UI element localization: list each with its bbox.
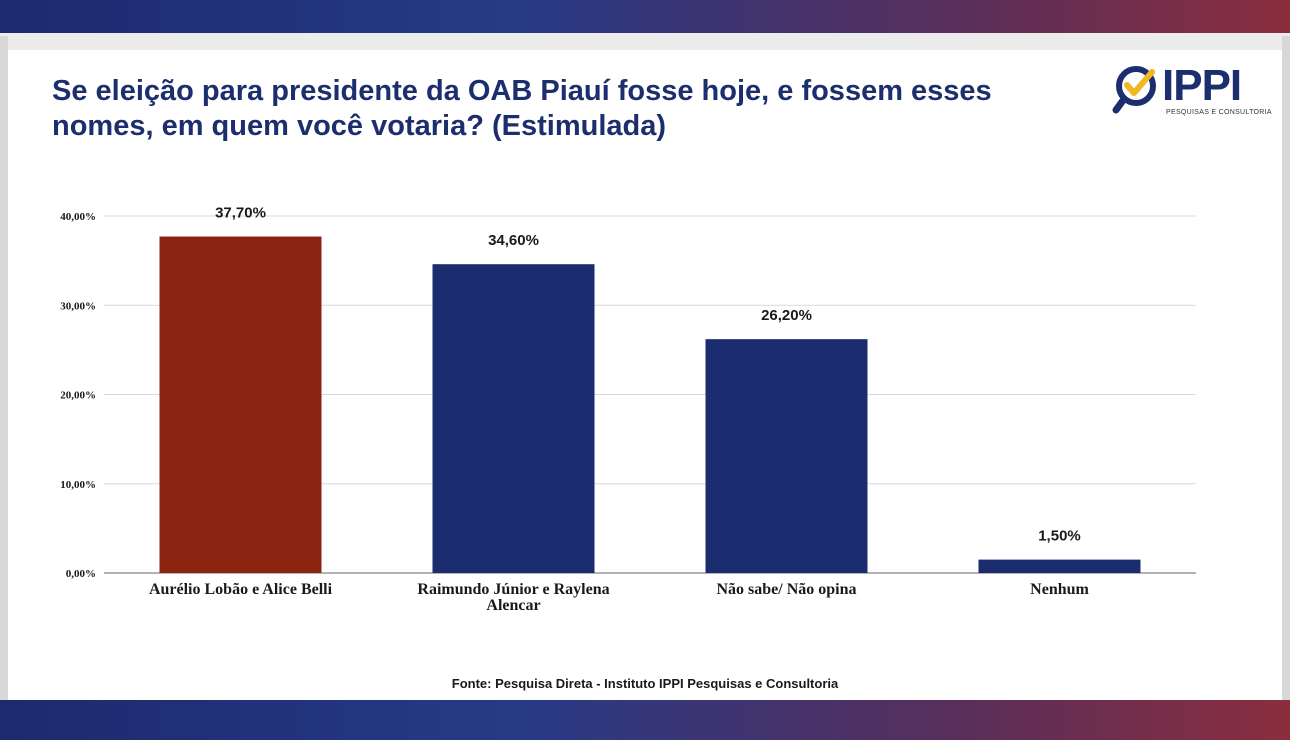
x-tick-label: Não sabe/ Não opina [716, 581, 856, 598]
bar [978, 559, 1141, 573]
x-tick-label: Aurélio Lobão e Alice Belli [149, 581, 333, 598]
y-tick-label: 10,00% [60, 479, 96, 491]
data-label: 26,20% [761, 307, 812, 324]
bar [432, 264, 595, 573]
bar [705, 339, 868, 573]
source-note: Fonte: Pesquisa Direta - Instituto IPPI … [451, 676, 839, 691]
data-label: 1,50% [1038, 528, 1081, 545]
y-tick-label: 40,00% [60, 211, 96, 223]
x-tick-label: Raimundo Júnior e Raylena [417, 581, 609, 598]
data-label: 34,60% [488, 232, 539, 249]
x-tick-label: Alencar [486, 597, 540, 614]
frame-right [1282, 36, 1290, 700]
slide-title: Se eleição para presidente da OAB Piauí … [52, 75, 992, 142]
logo-subtitle: PESQUISAS E CONSULTORIA [1166, 109, 1272, 116]
ippi-logo: IPPI PESQUISAS E CONSULTORIA [1112, 60, 1272, 122]
bar [159, 236, 322, 573]
bar-chart: 0,00% 10,00% 20,00% 30,00% 40,00% 37,70% Aurél… [60, 205, 1196, 614]
top-gap [0, 33, 1290, 50]
x-tick-label: Nenhum [1030, 581, 1089, 598]
bottom-band [0, 700, 1290, 740]
y-tick-label: 30,00% [60, 300, 96, 312]
y-tick-label: 0,00% [66, 568, 96, 580]
y-tick-label: 20,00% [60, 390, 96, 402]
logo-text: IPPI [1162, 61, 1242, 110]
data-label: 37,70% [215, 205, 266, 222]
magnifier-check-icon [1112, 66, 1156, 114]
top-band [0, 0, 1290, 36]
frame-left [0, 36, 8, 700]
